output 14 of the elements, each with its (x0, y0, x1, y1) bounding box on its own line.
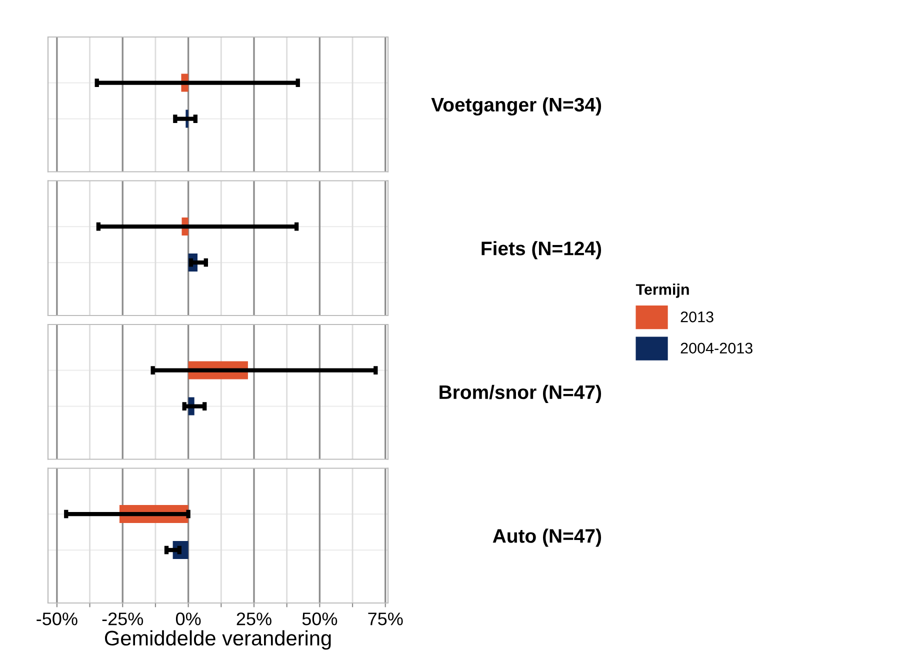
legend-label: 2013 (680, 312, 714, 322)
y-tick-label: Voetganger (N=34) (431, 97, 602, 116)
x-tick-label: 25% (236, 612, 272, 626)
legend-label: 2004-2013 (680, 342, 752, 354)
x-tick-label: 0% (176, 612, 201, 626)
legend-title: Termijn (636, 284, 689, 298)
y-tick-label: Auto (N=47) (492, 528, 602, 547)
x-tick-label: 50% (302, 612, 338, 626)
y-tick-label: Fiets (N=124) (482, 241, 602, 260)
y-tick-label: Brom/snor (N=47) (440, 384, 602, 403)
x-tick-label: -25% (102, 612, 144, 626)
x-tick-label: -50% (36, 612, 78, 626)
x-tick-label: 75% (368, 612, 403, 626)
x-axis-title: Gemiddelde verandering (104, 630, 331, 650)
